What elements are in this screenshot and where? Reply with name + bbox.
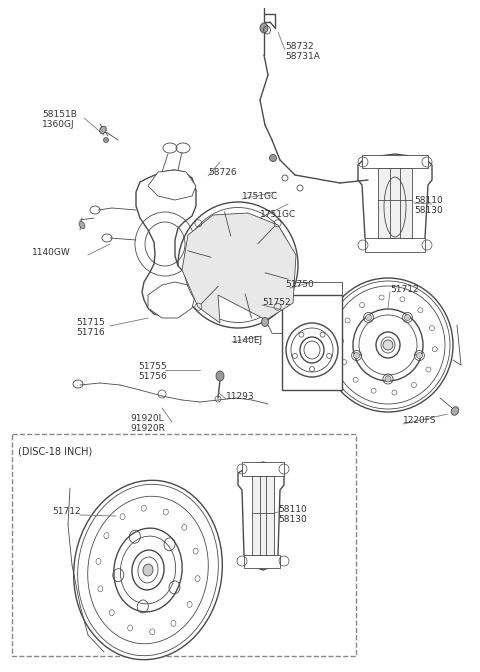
Ellipse shape — [104, 138, 108, 142]
Text: 11293: 11293 — [226, 392, 254, 401]
Polygon shape — [238, 462, 284, 570]
Polygon shape — [148, 170, 196, 200]
Polygon shape — [182, 213, 296, 323]
Ellipse shape — [269, 155, 276, 161]
Text: 51715
51716: 51715 51716 — [76, 318, 105, 337]
Text: 51752: 51752 — [262, 298, 290, 307]
Text: 91920L
91920R: 91920L 91920R — [130, 414, 165, 433]
Polygon shape — [252, 476, 274, 555]
Text: 51750: 51750 — [285, 280, 314, 289]
Polygon shape — [282, 295, 342, 390]
Text: 1751GC: 1751GC — [242, 192, 278, 201]
Polygon shape — [362, 155, 428, 168]
Polygon shape — [136, 170, 196, 316]
Text: 51712: 51712 — [390, 285, 419, 294]
Text: 58726: 58726 — [208, 168, 237, 177]
Text: 51712: 51712 — [52, 507, 81, 516]
FancyBboxPatch shape — [12, 434, 356, 656]
Polygon shape — [378, 168, 412, 238]
Ellipse shape — [383, 340, 393, 350]
Text: 1751GC: 1751GC — [260, 210, 296, 219]
Polygon shape — [358, 154, 432, 252]
Ellipse shape — [79, 221, 85, 228]
Ellipse shape — [100, 126, 106, 134]
Ellipse shape — [73, 480, 222, 660]
Text: 58732
58731A: 58732 58731A — [285, 42, 320, 61]
Polygon shape — [242, 462, 284, 476]
Ellipse shape — [216, 371, 224, 381]
Polygon shape — [244, 555, 280, 568]
Ellipse shape — [385, 376, 391, 382]
Text: 1140GW: 1140GW — [32, 248, 71, 257]
Text: 58151B
1360GJ: 58151B 1360GJ — [42, 110, 77, 130]
Ellipse shape — [451, 407, 459, 415]
Ellipse shape — [178, 202, 298, 328]
Ellipse shape — [262, 317, 268, 327]
Ellipse shape — [260, 23, 268, 33]
Polygon shape — [148, 282, 196, 318]
Text: (DISC-18 INCH): (DISC-18 INCH) — [18, 446, 92, 456]
Text: 51755
51756: 51755 51756 — [138, 362, 167, 382]
Polygon shape — [365, 238, 425, 252]
Ellipse shape — [323, 278, 453, 412]
Ellipse shape — [366, 314, 372, 321]
Text: 58110
58130: 58110 58130 — [414, 196, 443, 216]
Ellipse shape — [416, 353, 422, 358]
Text: 1140EJ: 1140EJ — [232, 336, 263, 345]
Ellipse shape — [354, 353, 360, 358]
Text: 58110
58130: 58110 58130 — [278, 505, 307, 524]
Ellipse shape — [404, 314, 410, 321]
Text: 1220FS: 1220FS — [403, 416, 436, 425]
Ellipse shape — [143, 564, 153, 576]
